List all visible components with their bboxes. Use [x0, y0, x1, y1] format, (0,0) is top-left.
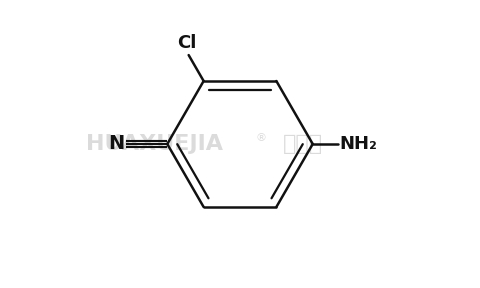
Text: HUAXUEJIA: HUAXUEJIA	[86, 134, 223, 154]
Text: 化学加: 化学加	[283, 134, 323, 154]
Text: Cl: Cl	[178, 34, 197, 52]
Text: NH₂: NH₂	[340, 135, 378, 153]
Text: N: N	[108, 134, 124, 154]
Text: ®: ®	[256, 133, 267, 143]
